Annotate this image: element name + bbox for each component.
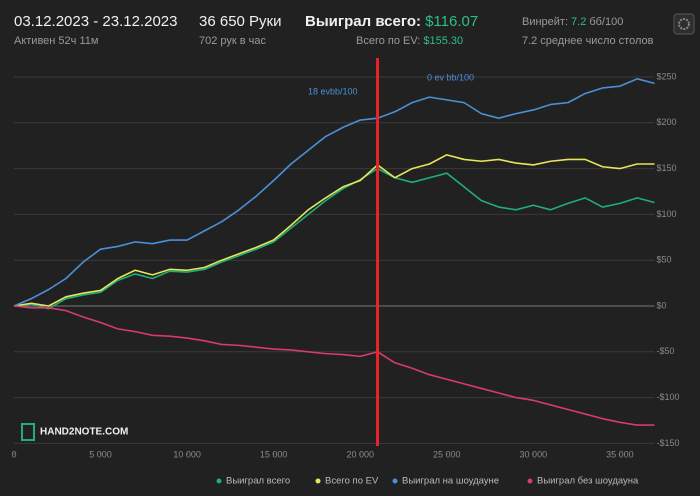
x-tick-label: 30 000 <box>520 450 548 460</box>
tables: 7.2 среднее число столов <box>522 35 654 47</box>
winrate-value: 7.2 <box>571 16 586 28</box>
logo-icon <box>21 423 35 441</box>
y-tick-label: -$50 <box>657 346 675 356</box>
series-line <box>13 167 655 310</box>
settings-icon[interactable] <box>678 18 690 30</box>
tables-value: 7.2 <box>522 35 537 47</box>
legend: Выиграл всего Всего по EV Выиграл на шоуда… <box>216 476 639 487</box>
ev-label: Всего по EV: <box>356 35 420 47</box>
tables-label: среднее число столов <box>540 35 653 47</box>
y-tick-label: $0 <box>657 300 667 310</box>
settings-frame[interactable] <box>673 13 695 35</box>
y-tick-label: $150 <box>657 163 677 173</box>
legend-label: Выиграл на шоудауне <box>402 476 499 487</box>
won-value: $116.07 <box>425 13 478 30</box>
series-line <box>13 305 655 426</box>
active-time: Активен 52ч 11м <box>14 35 98 47</box>
annotation: 18 evbb/100 <box>308 86 358 96</box>
legend-label: Выиграл всего <box>226 476 290 487</box>
legend-label: Выиграл без шоудауна <box>537 476 639 487</box>
legend-dot <box>315 478 321 484</box>
winrate-unit: бб/100 <box>589 16 623 28</box>
legend-label: Всего по EV <box>325 476 379 487</box>
y-tick-label: $50 <box>657 255 672 265</box>
date-range: 03.12.2023 - 23.12.2023 <box>14 13 177 30</box>
logo-text: HAND2NOTE.COM <box>40 427 128 438</box>
won-label: Выиграл всего: <box>305 13 421 30</box>
y-tick-label: -$100 <box>657 392 680 402</box>
hands: 36 650 Руки <box>199 13 282 30</box>
x-tick-label: 10 000 <box>173 450 201 460</box>
x-tick-label: 25 000 <box>433 450 461 460</box>
legend-dot <box>216 478 222 484</box>
x-tick-label: 0 <box>11 450 16 460</box>
y-tick-label: $250 <box>657 71 677 81</box>
x-tick-label: 35 000 <box>606 450 634 460</box>
y-tick-label: -$150 <box>657 438 680 448</box>
y-tick-label: $100 <box>657 209 677 219</box>
legend-dot <box>527 478 533 484</box>
series-line <box>13 78 655 307</box>
annotation: 0 ev bb/100 <box>427 72 474 82</box>
settings-button[interactable] <box>673 13 695 35</box>
logo: HAND2NOTE.COM <box>21 423 128 441</box>
winrate: Винрейт: 7.2 бб/100 <box>522 16 623 28</box>
hands-per-hour: 702 рук в час <box>199 35 267 47</box>
winrate-label: Винрейт: <box>522 16 568 28</box>
won-total: Выиграл всего: $116.07 <box>305 13 478 30</box>
plot: $250 $200 $150 $100 $50 $0 -$50 -$100 -$150 0 5 00… <box>11 58 680 460</box>
legend-dot <box>392 478 398 484</box>
y-tick-label: $200 <box>657 117 677 127</box>
ev-value: $155.30 <box>423 35 463 47</box>
x-tick-label: 5 000 <box>89 450 112 460</box>
x-tick-label: 15 000 <box>260 450 288 460</box>
ev-total: Всего по EV: $155.30 <box>356 35 463 47</box>
x-tick-label: 20 000 <box>346 450 374 460</box>
series-line <box>13 154 655 307</box>
